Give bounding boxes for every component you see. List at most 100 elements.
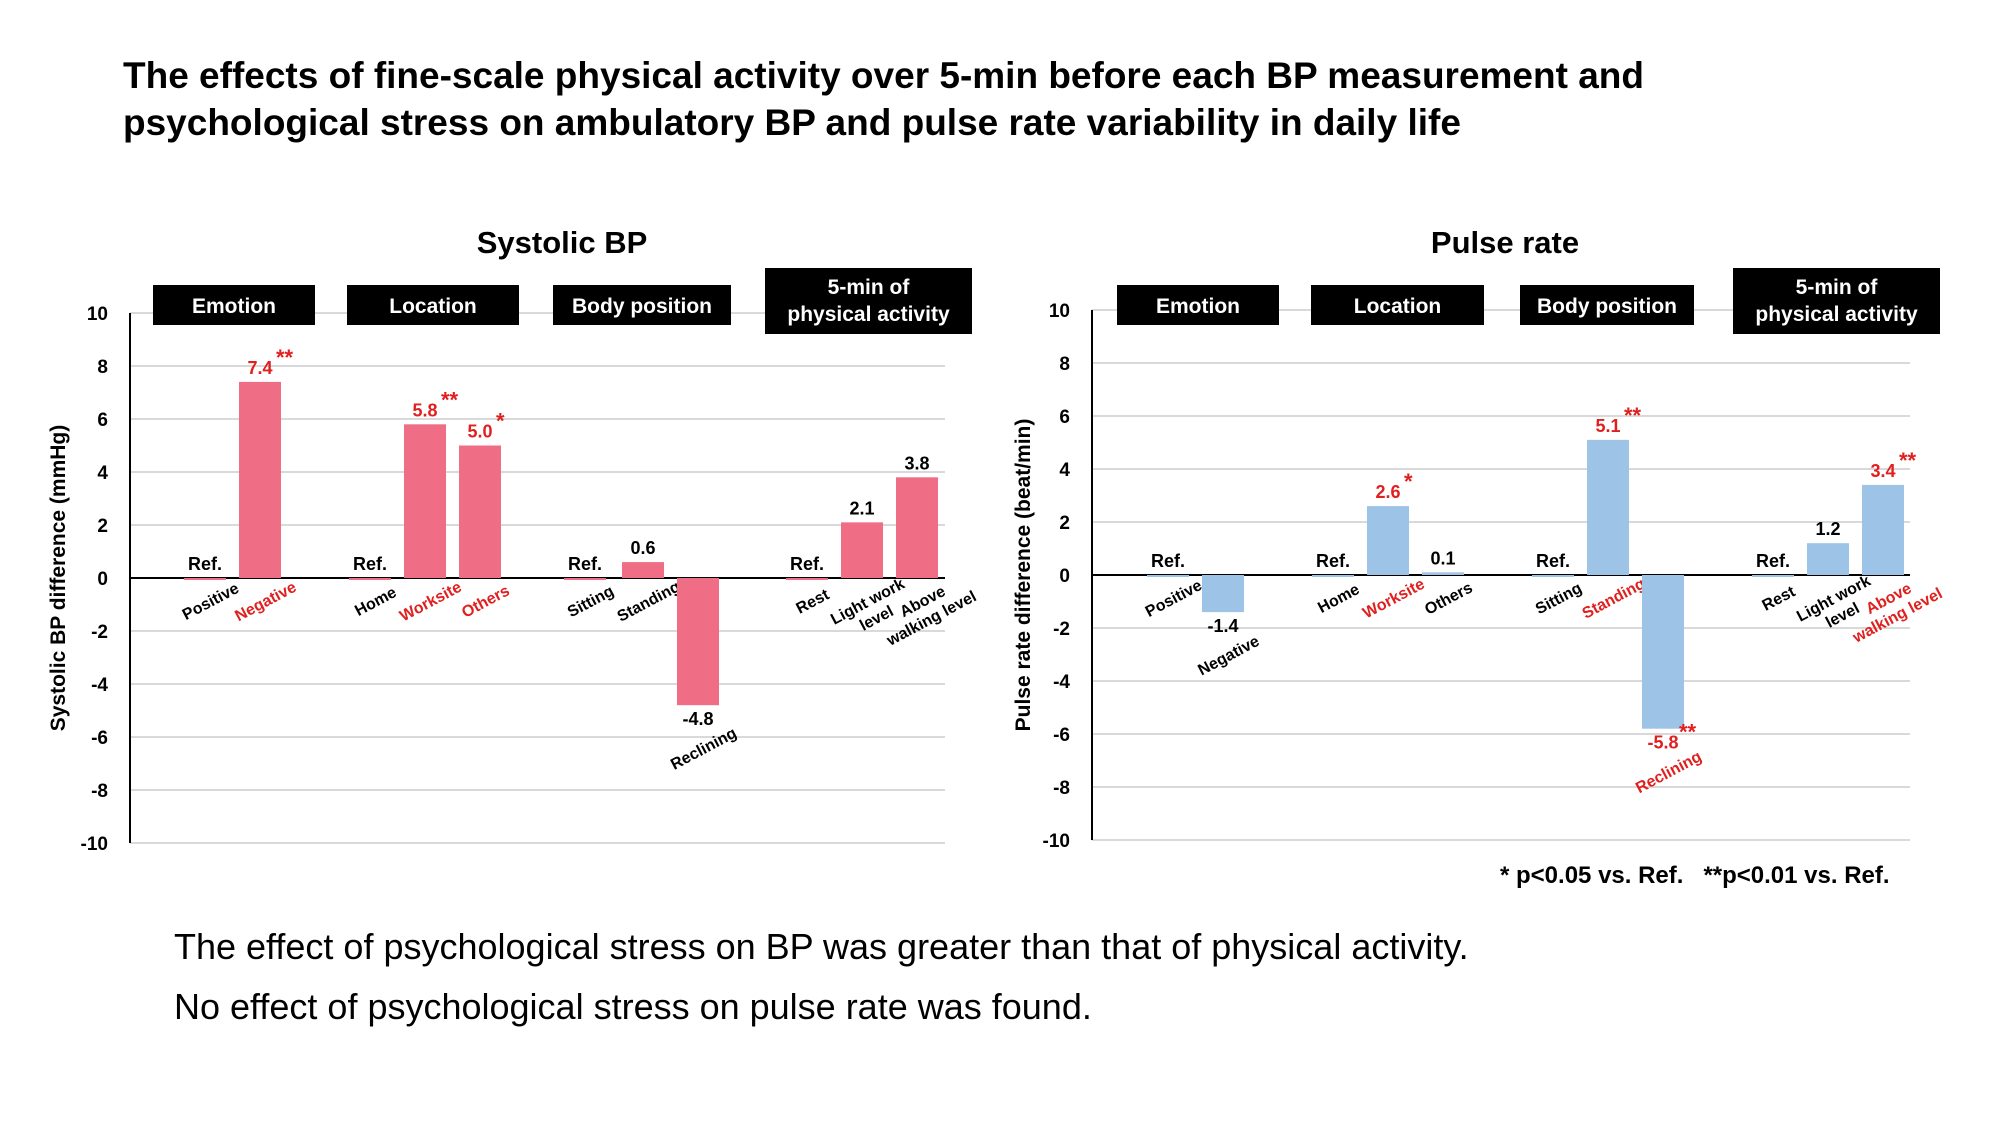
bar — [622, 562, 664, 578]
data-label: 5.8 — [412, 400, 437, 420]
data-label: 0.6 — [630, 538, 655, 558]
y-tick-label: 0 — [1059, 566, 1070, 587]
category-label: Negative — [1195, 633, 1262, 679]
bar — [1752, 575, 1794, 577]
category-label: Sitting — [1533, 580, 1585, 618]
systolic-bp-chart: Systolic BP 10 8 6 4 2 0 -2 -4 -6 -8 -10 Systolic BP… — [47, 225, 979, 855]
significance-marker: * — [496, 409, 505, 434]
group-header-label: Body position — [572, 295, 712, 318]
category-label: Others — [459, 582, 513, 621]
category-label-line: Reclining — [668, 725, 740, 774]
y-tick-label: 0 — [97, 569, 108, 590]
group-header-box — [1520, 285, 1694, 325]
y-tick-label: 4 — [1059, 460, 1070, 481]
data-label: 3.8 — [904, 453, 929, 473]
bar — [349, 578, 391, 580]
group-header-box — [347, 285, 519, 325]
significance-marker: * — [1404, 469, 1413, 494]
data-label: 2.6 — [1375, 482, 1400, 502]
group-header-label: Location — [1354, 295, 1442, 318]
y-tick-label: -10 — [1043, 831, 1070, 852]
data-label: 0.1 — [1430, 548, 1455, 568]
group-header-label: 5-min of — [828, 276, 911, 299]
y-tick-label: -8 — [1053, 778, 1070, 799]
bar — [1642, 575, 1684, 729]
significance-marker: ** — [1624, 403, 1642, 428]
data-label: -5.8 — [1647, 733, 1678, 753]
significance-marker: ** — [276, 345, 294, 370]
y-axis-label: Systolic BP difference (mmHg) — [47, 425, 70, 732]
category-label-line: Others — [459, 582, 513, 621]
data-label: 3.4 — [1870, 461, 1895, 481]
category-label-line: Negative — [1195, 633, 1262, 679]
category-label: Worksite — [1360, 576, 1427, 623]
data-label: Ref. — [1151, 551, 1185, 571]
category-label-line: Worksite — [397, 579, 464, 626]
category-label-line: Positive — [180, 580, 242, 624]
bar — [1807, 543, 1849, 575]
slide-title: The effects of fine-scale physical activ… — [123, 52, 1923, 146]
category-label: Negative — [232, 579, 299, 625]
slide-title-line-1: The effects of fine-scale physical activ… — [123, 55, 1644, 96]
y-tick-label: 2 — [97, 516, 108, 537]
category-label-line: Home — [352, 584, 399, 620]
y-tick-label: -4 — [1053, 672, 1070, 693]
group-header-label: Emotion — [192, 295, 276, 318]
category-label: Worksite — [397, 579, 464, 626]
group-header-box — [1733, 268, 1940, 334]
data-label: Ref. — [188, 554, 222, 574]
y-tick-label: -2 — [91, 622, 108, 643]
y-tick-label: 10 — [87, 304, 108, 325]
data-label: 7.4 — [247, 358, 272, 378]
category-label: Home — [352, 584, 399, 620]
category-label: Rest — [1760, 583, 1799, 615]
conclusion-2: No effect of psychological stress on pul… — [174, 986, 1092, 1027]
bar — [896, 477, 938, 578]
chart-title: Systolic BP — [477, 225, 648, 260]
significance-marker: ** — [1679, 720, 1697, 745]
bar — [184, 578, 226, 580]
category-label: Standing — [1580, 575, 1648, 622]
data-label: Ref. — [790, 554, 824, 574]
y-tick-label: 8 — [97, 357, 108, 378]
category-label-line: Standing — [615, 578, 683, 625]
y-tick-label: -8 — [91, 781, 108, 802]
y-tick-label: 4 — [97, 463, 108, 484]
bar — [1147, 575, 1189, 577]
category-label: Positive — [1143, 577, 1205, 621]
conclusion-1: The effect of psychological stress on BP… — [174, 926, 1469, 967]
category-label-line: Worksite — [1360, 576, 1427, 623]
group-header-label: 5-min of — [1796, 276, 1879, 299]
bar — [404, 424, 446, 578]
group-header-label: Emotion — [1156, 295, 1240, 318]
group-header-label: physical activity — [1755, 303, 1918, 326]
category-label: Positive — [180, 580, 242, 624]
bar — [239, 381, 281, 578]
y-tick-label: 6 — [1059, 407, 1070, 428]
data-label: Ref. — [353, 554, 387, 574]
group-header-label: physical activity — [787, 303, 950, 326]
data-label: 5.0 — [467, 422, 492, 442]
y-tick-label: 10 — [1049, 301, 1070, 322]
category-label: Standing — [615, 578, 683, 625]
bar — [564, 578, 606, 580]
data-label: Ref. — [1536, 551, 1570, 571]
data-label: -1.4 — [1207, 616, 1238, 636]
bar — [1312, 575, 1354, 577]
category-label-line: Others — [1422, 579, 1476, 618]
bar — [1202, 575, 1244, 613]
y-tick-label: -10 — [81, 834, 108, 855]
category-label: Others — [1422, 579, 1476, 618]
data-label: Ref. — [1316, 551, 1350, 571]
category-label-line: Home — [1315, 581, 1362, 617]
y-tick-label: 2 — [1059, 513, 1070, 534]
bar — [677, 578, 719, 706]
group-header-box — [1311, 285, 1484, 325]
y-tick-label: -6 — [91, 728, 108, 749]
group-header-box — [153, 285, 315, 325]
category-label-line: Rest — [1760, 583, 1799, 615]
bar — [841, 522, 883, 578]
pulse-rate-chart: Pulse rate 10 8 6 4 2 0 -2 -4 -6 -8 -10 Pulse rate d… — [1012, 225, 1945, 852]
bar — [1367, 506, 1409, 575]
y-axis-label: Pulse rate difference (beat/min) — [1012, 419, 1035, 732]
